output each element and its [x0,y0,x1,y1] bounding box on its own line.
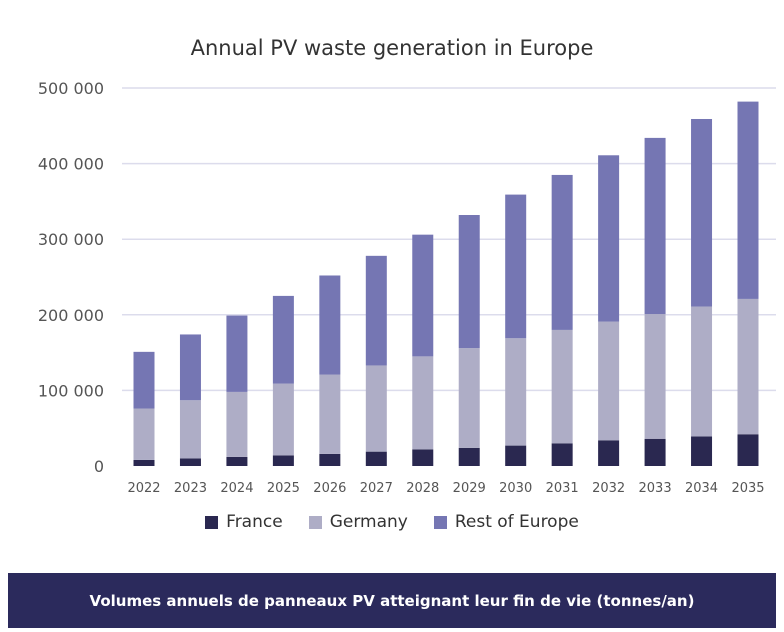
caption-banner: Volumes annuels de panneaux PV atteignan… [8,573,776,628]
x-tick-label: 2022 [127,481,160,496]
x-tick-label: 2029 [453,481,486,496]
x-tick-label: 2034 [685,481,718,496]
bar-segment-rest-of-europe [226,315,248,392]
legend-swatch [308,515,322,529]
y-tick-label: 500 000 [38,79,104,98]
bar-segment-rest-of-europe [505,194,527,339]
legend-item-rest-of-europe: Rest of Europe [433,512,579,532]
x-tick-label: 2027 [360,481,393,496]
bar-segment-rest-of-europe [365,255,387,366]
bar-segment-germany [551,329,573,444]
x-tick-label: 2035 [731,481,764,496]
bar-segment-rest-of-europe [319,275,341,375]
bar-segment-rest-of-europe [179,334,201,401]
x-tick-label: 2026 [313,481,346,496]
bar-segment-germany [133,408,155,460]
bar-segment-france [458,447,480,466]
y-tick-label: 100 000 [38,381,104,400]
legend-label: Rest of Europe [454,512,579,532]
bar-segment-rest-of-europe [737,101,759,299]
bar-segment-rest-of-europe [272,295,294,384]
x-tick-label: 2023 [174,481,207,496]
bar-segment-france [365,451,387,466]
y-tick-label: 300 000 [38,230,104,249]
legend-swatch [433,515,447,529]
bar-segment-germany [598,321,620,441]
bar-segment-france [644,438,666,466]
x-tick-label: 2028 [406,481,439,496]
bar-segment-germany [458,348,480,448]
bar-segment-france [598,440,620,466]
legend-item-france: France [205,512,283,532]
bar-segment-rest-of-europe [691,118,713,307]
caption-text: Volumes annuels de panneaux PV atteignan… [89,591,695,610]
bar-segment-rest-of-europe [412,234,434,357]
bar-segment-germany [505,338,527,446]
bar-segment-france [551,443,573,466]
bar-segment-france [412,449,434,466]
bar-segment-rest-of-europe [133,351,155,409]
bar-segment-germany [272,383,294,456]
x-tick-label: 2031 [546,481,579,496]
chart-title: Annual PV waste generation in Europe [190,36,594,60]
bar-segment-france [319,453,341,466]
bar-segment-germany [179,400,201,459]
x-tick-label: 2025 [267,481,300,496]
legend-swatch [205,515,219,529]
bar-segment-france [691,436,713,466]
y-tick-label: 200 000 [38,306,104,325]
legend-label: Germany [329,512,408,532]
bar-segment-france [737,434,759,466]
x-tick-label: 2024 [220,481,253,496]
bar-segment-rest-of-europe [598,155,620,322]
bar-segment-rest-of-europe [458,215,480,349]
bar-segment-france [505,445,527,466]
x-tick-label: 2032 [592,481,625,496]
y-tick-label: 400 000 [38,155,104,174]
bar-segment-germany [691,306,713,437]
bar-segment-germany [365,365,387,452]
bar-segment-france [272,455,294,466]
x-tick-label: 2030 [499,481,532,496]
bar-segment-rest-of-europe [644,137,666,315]
bar-segment-germany [412,356,434,450]
bar-segment-germany [226,391,248,457]
bar-segment-germany [737,298,759,435]
bar-segment-france [179,458,201,466]
legend-item-germany: Germany [308,512,408,532]
bar-segment-rest-of-europe [551,174,573,330]
legend: France Germany Rest of Europe [0,512,784,532]
bar-segment-germany [319,374,341,454]
y-tick-label: 0 [94,457,104,476]
x-tick-label: 2033 [639,481,672,496]
bar-segment-germany [644,314,666,439]
bar-segment-france [133,459,155,466]
bar-segment-france [226,456,248,466]
legend-label: France [226,512,283,532]
